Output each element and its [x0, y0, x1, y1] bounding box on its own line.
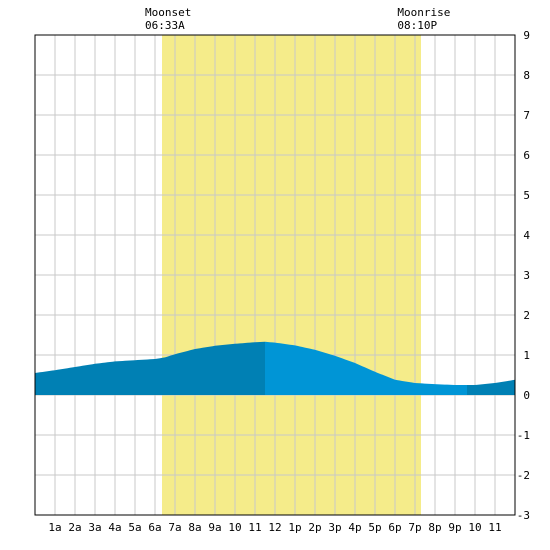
x-tick-label: 1p	[288, 521, 301, 534]
moonset-label: Moonset	[145, 6, 191, 19]
y-tick-label: -3	[517, 509, 530, 522]
y-tick-label: 9	[523, 29, 530, 42]
x-tick-label: 9a	[208, 521, 221, 534]
y-tick-label: 7	[523, 109, 530, 122]
y-tick-label: -2	[517, 469, 530, 482]
x-tick-label: 5p	[368, 521, 381, 534]
moonset-label-group: Moonset 06:33A	[145, 6, 191, 32]
y-tick-label: 5	[523, 189, 530, 202]
tide-area-rising-late	[467, 379, 515, 395]
x-tick-label: 3p	[328, 521, 341, 534]
y-tick-label: 8	[523, 69, 530, 82]
y-axis-ticks: -3 -2 -1 0 1 2 3 4 5 6 7 8 9	[517, 29, 531, 522]
tide-area-falling	[265, 341, 467, 395]
y-tick-label: 1	[523, 349, 530, 362]
plot-frame	[34, 34, 516, 516]
x-tick-label: 5a	[128, 521, 141, 534]
x-tick-label: 4a	[108, 521, 121, 534]
moonrise-label: Moonrise	[397, 6, 450, 19]
x-tick-label: 3a	[88, 521, 101, 534]
y-tick-label: 6	[523, 149, 530, 162]
x-tick-label: 12	[268, 521, 281, 534]
x-tick-label: 11	[248, 521, 261, 534]
moonset-time: 06:33A	[145, 19, 185, 32]
y-tick-label: 0	[523, 389, 530, 402]
x-tick-label: 8p	[428, 521, 441, 534]
x-tick-label: 6a	[148, 521, 161, 534]
grid	[35, 35, 515, 515]
moonrise-time: 08:10P	[397, 19, 437, 32]
x-tick-label: 7p	[408, 521, 421, 534]
x-tick-label: 6p	[388, 521, 401, 534]
tide-area-rising	[35, 341, 265, 395]
y-tick-label: 3	[523, 269, 530, 282]
x-tick-label: 9p	[448, 521, 461, 534]
x-tick-label: 1a	[48, 521, 61, 534]
moonrise-label-group: Moonrise 08:10P	[397, 6, 450, 32]
x-tick-label: 8a	[188, 521, 201, 534]
y-tick-label: -1	[517, 429, 530, 442]
x-tick-label: 10	[468, 521, 481, 534]
x-tick-label: 7a	[168, 521, 181, 534]
x-tick-label: 11	[488, 521, 501, 534]
x-tick-label: 2a	[68, 521, 81, 534]
x-tick-label: 4p	[348, 521, 361, 534]
x-tick-label: 2p	[308, 521, 321, 534]
y-tick-label: 2	[523, 309, 530, 322]
y-tick-label: 4	[523, 229, 530, 242]
x-tick-label: 10	[228, 521, 241, 534]
x-axis-ticks: 1a 2a 3a 4a 5a 6a 7a 8a 9a 10 11 12 1p 2p 3p 4p 5p 6p 7p 8p…	[48, 521, 501, 534]
